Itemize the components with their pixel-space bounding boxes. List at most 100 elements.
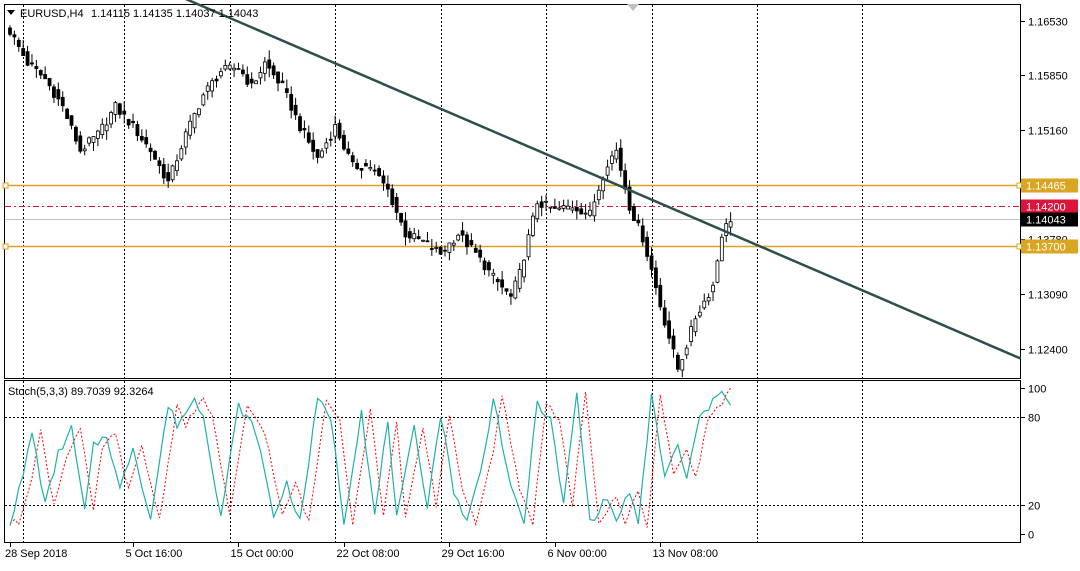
candle-body [385,183,390,190]
stoch-axis[interactable]: 100 80 20 0 [1020,384,1046,542]
candle-body [197,108,201,116]
candle-body [276,71,280,84]
candle-body [719,236,724,262]
candle-body [122,110,127,115]
candle-body [377,168,381,177]
candle-body [271,65,276,76]
candle-body [693,318,698,333]
candle-body [654,267,658,288]
candle-body [306,132,311,143]
candle-body [579,208,584,215]
candle-body [702,300,707,309]
candle-body [201,94,206,106]
candle-body [394,196,399,213]
stoch-tick-label: 20 [1028,501,1040,513]
candle-body [697,311,702,317]
candle-body [56,89,61,100]
candle-body [43,74,48,80]
candle-body [706,297,711,302]
trendline[interactable] [159,0,1022,360]
candle-body [175,160,179,172]
candle-body [539,201,544,208]
candle-body [658,284,663,308]
candle-body [495,278,500,283]
stoch-levels [5,417,1020,506]
level-handle[interactable] [2,182,9,189]
candle-body [605,166,610,176]
candle-body [469,240,474,246]
candle-body [267,59,272,69]
candle-body [443,249,447,252]
candle-body [144,137,149,145]
candle-body [522,259,526,278]
candle-body [416,236,421,240]
candle-body [711,284,715,293]
candle-body [662,307,667,326]
candle-body [526,234,531,258]
candle-body [728,221,733,228]
candle-body [328,138,333,141]
candle-body [583,212,588,215]
time-axis[interactable]: 28 Sep 2018 5 Oct 16:00 15 Oct 00:00 22 Oct… [5,542,718,560]
candle-body [724,223,729,236]
candle-body [566,205,570,210]
candle-body [407,231,412,239]
stoch-panel[interactable]: 100 80 20 0 Stoch(5,3,3) 89.7039 92.3264 [4,380,1046,543]
price-tick-label: 1.12400 [1028,345,1068,357]
candle-body [302,128,307,131]
bid-price-tag [1021,199,1078,214]
candle-body [610,155,614,164]
price-tag-label: 1.14043 [1026,215,1066,227]
horizontal-levels[interactable] [2,182,1023,250]
stoch-signal-line [9,387,732,528]
candle-body [157,160,162,167]
candle-body [588,209,592,216]
candle-body [289,94,294,111]
candle-body [482,260,487,271]
candle-body [333,124,338,137]
candle-body [82,148,87,152]
candle-body [240,69,245,75]
candle-body [91,136,96,143]
time-tick-label: 5 Oct 16:00 [126,548,183,560]
time-tick-label: 13 Nov 08:00 [653,548,718,560]
candle-body [153,150,157,160]
candle-body [298,116,302,132]
candle-body [640,225,645,243]
candle-body [509,293,513,297]
candle-body [500,279,505,288]
candle-body [258,72,263,79]
candle-body [675,354,680,370]
candle-body [280,80,285,84]
candle-body [161,164,166,179]
candle-body [689,326,693,342]
level-handle[interactable] [2,243,9,250]
candle-body [618,147,623,171]
price-tick-label: 1.13090 [1028,290,1068,302]
shift-marker-icon[interactable] [627,4,639,11]
candle-body [478,249,483,258]
candle-body [52,86,56,98]
candle-body [135,124,140,137]
candle-body [139,136,144,141]
candle-body [236,68,241,70]
candle-body [8,27,12,35]
candle-body [544,200,548,203]
candle-body [460,230,465,236]
main-panel[interactable]: 1.165301.158501.151601.137801.130901.124… [2,0,1078,379]
candle-body [311,139,316,152]
candle-body [552,207,557,209]
candle-body [456,234,461,241]
candle-body [214,78,219,82]
candle-body [117,103,122,115]
candle-body [504,288,509,292]
candle-body [557,207,562,210]
time-tick-label: 6 Nov 00:00 [548,548,607,560]
candle-body [429,248,434,250]
candle-body [403,220,408,238]
candle-body [421,239,425,242]
menu-triangle-icon[interactable] [7,10,15,15]
candle-body [12,34,17,38]
